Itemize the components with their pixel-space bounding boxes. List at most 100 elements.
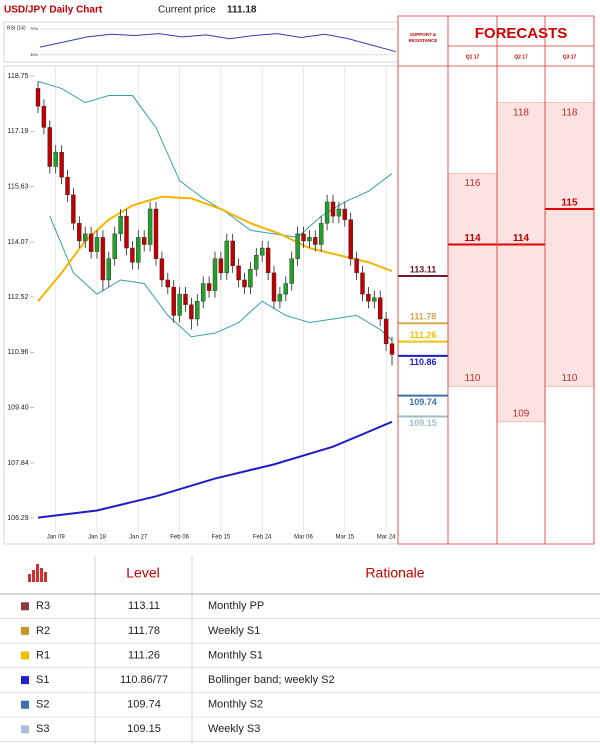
x-tick-label: Feb 15	[212, 535, 231, 541]
row-level: 113.11	[128, 600, 160, 612]
candle-body	[301, 233, 306, 242]
row-rationale: Weekly S1	[208, 625, 260, 637]
candle-body	[71, 194, 76, 224]
chart-frame	[3, 65, 399, 545]
row-level: 111.26	[128, 649, 160, 661]
candle-body	[378, 297, 383, 320]
candle-body	[265, 247, 271, 274]
forecast-label: 115	[561, 198, 578, 209]
levels-title: SUPPORT & RESISTANCE	[408, 32, 438, 43]
x-tick-label: Jan 18	[88, 535, 107, 541]
price-label: Current price	[158, 5, 216, 16]
candle-body	[236, 265, 241, 281]
candle-body	[200, 283, 206, 302]
row-label: R1	[36, 649, 50, 661]
range-high-label: 118	[562, 107, 578, 118]
range-low-label: 109	[513, 408, 530, 419]
candle-body	[360, 272, 365, 295]
candle-body	[206, 283, 212, 291]
level-label: 111.26	[410, 330, 437, 340]
row-label: R2	[36, 625, 50, 637]
candle-body	[254, 254, 259, 270]
candle-body	[195, 301, 200, 320]
y-tick-label: 106.29	[7, 515, 29, 522]
candle-body	[348, 219, 353, 259]
y-tick-label: 114.07	[8, 239, 29, 246]
candle-body	[330, 201, 336, 217]
level-label: 109.74	[409, 397, 437, 407]
row-swatch	[21, 651, 29, 660]
candle-body	[53, 152, 58, 167]
candle-body	[295, 233, 300, 259]
candle-body	[47, 127, 52, 167]
candle-body	[35, 88, 41, 107]
row-swatch	[21, 700, 29, 709]
candle-body	[342, 208, 347, 220]
rsi-title: RSI (14)	[7, 25, 26, 31]
x-tick-label: Jan 27	[129, 535, 148, 541]
row-swatch	[21, 602, 29, 611]
level-label: 113.11	[410, 264, 437, 274]
x-tick-label: Mar 06	[294, 535, 313, 541]
forecast-label: 114	[513, 233, 530, 244]
rsi-tick-label: 30%	[30, 52, 38, 57]
candle-body	[283, 283, 288, 295]
level-label: 111.78	[410, 312, 437, 322]
range-high-label: 116	[465, 178, 481, 189]
candle-body	[230, 240, 235, 266]
forecasts-title: FORECASTS	[475, 25, 568, 42]
candle-body	[59, 152, 64, 178]
candle-body	[307, 237, 312, 242]
candle-body	[289, 258, 294, 284]
period-label: Q3 17	[563, 54, 577, 60]
forecast-label: 114	[464, 233, 481, 244]
row-level: 109.74	[127, 699, 161, 711]
row-rationale: Weekly S3	[208, 723, 260, 735]
candle-body	[88, 233, 94, 252]
table-icon	[28, 564, 47, 582]
y-tick-label: 107.84	[7, 460, 29, 467]
candle-body	[319, 223, 324, 245]
table-header: Level	[126, 565, 159, 581]
rsi-frame	[3, 21, 399, 63]
forecast-range	[447, 173, 498, 387]
candle-body	[100, 237, 106, 281]
rsi-tick-label: 70%	[30, 26, 38, 31]
candle-body	[177, 293, 182, 316]
row-rationale: Monthly S2	[208, 699, 263, 711]
candle-body	[159, 258, 165, 281]
forecast-range	[544, 102, 595, 387]
row-level: 109.15	[127, 723, 161, 735]
range-low-label: 110	[465, 373, 481, 384]
candle-body	[336, 208, 342, 217]
candle-body	[224, 240, 230, 274]
x-tick-label: Mar 15	[335, 535, 354, 541]
y-tick-label: 117.19	[8, 128, 29, 135]
candle-body	[218, 258, 224, 274]
range-high-label: 118	[513, 107, 529, 118]
x-tick-label: Feb 06	[170, 535, 189, 541]
candle-body	[130, 247, 135, 263]
row-rationale: Monthly PP	[208, 600, 264, 612]
range-low-label: 110	[562, 373, 578, 384]
levels-title-box: SUPPORT & RESISTANCE	[408, 32, 438, 43]
candle-body	[248, 269, 253, 288]
row-label: S3	[36, 723, 49, 735]
row-level: 111.78	[128, 625, 160, 637]
x-tick-label: Mar 24	[377, 535, 396, 541]
candle-body	[212, 258, 218, 291]
chart-title: USD/JPY Daily Chart	[4, 5, 103, 16]
candle-body	[147, 208, 153, 245]
candle-body	[366, 293, 371, 302]
candle-body	[260, 247, 265, 256]
x-tick-label: Jan 09	[47, 535, 66, 541]
row-rationale: Monthly S1	[208, 649, 263, 661]
candle-body	[141, 237, 147, 245]
candle-body	[41, 105, 47, 128]
candle-body	[65, 176, 70, 196]
current-price: 111.18	[227, 5, 257, 16]
candle-body	[82, 233, 88, 242]
candle-body	[324, 201, 330, 224]
overlay-line	[37, 420, 393, 519]
candle-body	[183, 293, 188, 305]
